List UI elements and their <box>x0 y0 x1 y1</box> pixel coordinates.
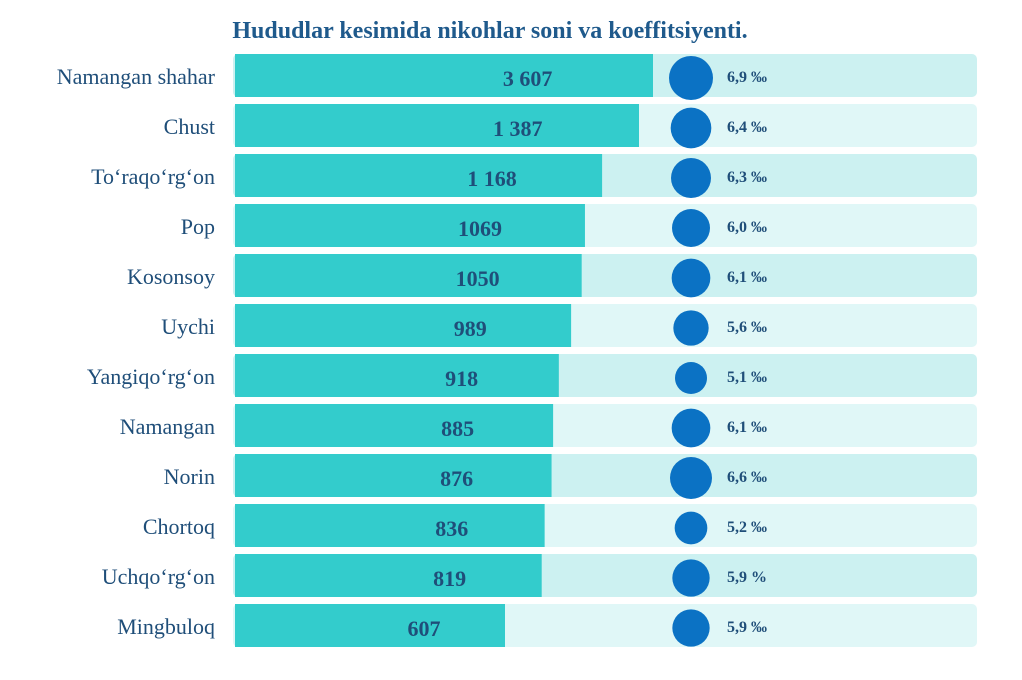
category-label: Namangan <box>120 414 215 439</box>
category-label: Pop <box>181 214 215 239</box>
rate-circle-6 <box>675 362 707 394</box>
value-label: 918 <box>445 366 478 391</box>
rate-label: 6,3 ‰ <box>727 169 767 186</box>
rate-label: 6,9 ‰ <box>727 69 767 86</box>
bar-6 <box>235 354 559 397</box>
rate-circle-0 <box>669 56 713 100</box>
rate-label: 6,4 ‰ <box>727 119 767 136</box>
category-label: Yangiqo‘rg‘on <box>87 364 215 389</box>
rate-label: 5,2 ‰ <box>727 519 767 536</box>
category-label: Chortoq <box>143 514 215 539</box>
rate-circle-1 <box>670 107 712 149</box>
rate-circle-4 <box>671 258 711 298</box>
bar-0 <box>235 54 653 97</box>
category-label: Norin <box>164 464 215 489</box>
bar-2 <box>235 154 603 197</box>
category-label: Namangan shahar <box>57 64 216 89</box>
bar-9 <box>235 504 545 547</box>
bar-5 <box>235 304 572 347</box>
bar-4 <box>235 254 582 297</box>
value-label: 1 387 <box>493 116 543 141</box>
category-label: Mingbuloq <box>117 614 215 639</box>
category-label: Chust <box>164 114 215 139</box>
value-label: 607 <box>408 616 441 641</box>
rate-label: 6,6 ‰ <box>727 469 767 486</box>
category-label: Uychi <box>161 314 215 339</box>
value-label: 3 607 <box>503 66 553 91</box>
value-label: 819 <box>433 566 466 591</box>
rate-label: 5,6 ‰ <box>727 319 767 336</box>
rate-circle-10 <box>672 559 710 597</box>
rate-label: 5,1 ‰ <box>727 369 767 386</box>
rate-circle-7 <box>671 408 711 448</box>
value-label: 885 <box>441 416 474 441</box>
rate-circle-2 <box>671 158 711 198</box>
value-label: 836 <box>435 516 468 541</box>
bar-3 <box>235 204 585 247</box>
bar-1 <box>235 104 639 147</box>
rate-circle-9 <box>674 511 708 545</box>
category-label: To‘raqo‘rg‘on <box>91 164 215 189</box>
value-label: 1050 <box>456 266 500 291</box>
rate-circle-11 <box>672 609 710 647</box>
chart-title: Hududlar kesimida nikohlar soni va koeff… <box>232 18 748 44</box>
rate-label: 5,9 ‰ <box>727 619 767 636</box>
bar-8 <box>235 454 552 497</box>
rate-label: 6,1 ‰ <box>727 269 767 286</box>
rate-circle-5 <box>673 310 709 346</box>
value-label: 876 <box>440 466 473 491</box>
category-label: Uchqo‘rg‘on <box>102 564 215 589</box>
category-label: Kosonsoy <box>127 264 215 289</box>
rate-label: 6,0 ‰ <box>727 219 767 236</box>
rate-label: 5,9 % <box>727 569 767 586</box>
rate-circle-8 <box>670 457 712 499</box>
bar-11 <box>235 604 505 647</box>
rate-circle-3 <box>672 209 710 247</box>
value-label: 1 168 <box>467 166 517 191</box>
value-label: 989 <box>454 316 487 341</box>
bar-7 <box>235 404 554 447</box>
value-label: 1069 <box>458 216 502 241</box>
rate-label: 6,1 ‰ <box>727 419 767 436</box>
bar-10 <box>235 554 542 597</box>
